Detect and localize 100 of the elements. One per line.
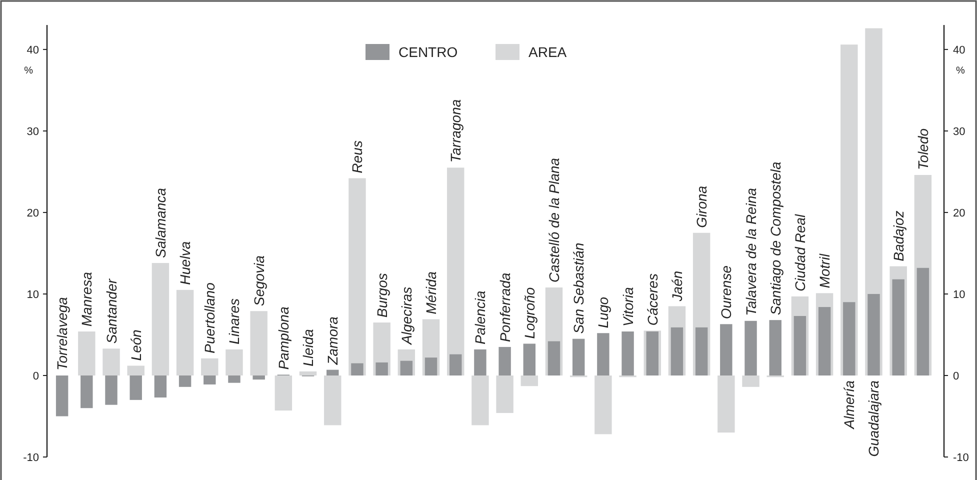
bar	[78, 331, 96, 376]
y-tick-label: 0	[32, 370, 39, 382]
bar	[201, 358, 218, 376]
bar	[449, 354, 462, 376]
y2-tick-label: -10	[953, 452, 969, 464]
bar	[348, 178, 366, 376]
x-tick-label: Reus	[349, 140, 366, 174]
bar	[472, 375, 489, 426]
y2-tick-label: 40	[953, 44, 966, 56]
x-tick-label: Jaén	[668, 270, 685, 302]
bar	[742, 375, 760, 387]
y-tick-label: -10	[23, 452, 39, 464]
x-tick-label: Pamplona	[275, 306, 292, 370]
x-tick-label: Cáceres	[644, 274, 660, 326]
x-tick-label: Torrelavega	[54, 296, 70, 370]
y-tick-label: 30	[26, 126, 39, 138]
bar	[622, 331, 634, 376]
bar	[597, 333, 610, 376]
x-tick-label: Guadalajara	[866, 380, 882, 457]
x-tick-label: San Sebastián	[570, 242, 587, 334]
x-tick-label: Ourense	[718, 265, 734, 320]
bar	[446, 168, 464, 376]
x-tick-label: Ciudad Real	[792, 213, 808, 292]
bar	[695, 327, 708, 376]
bar	[250, 311, 268, 376]
bar	[226, 349, 243, 376]
y2-tick-label: 0	[953, 370, 960, 382]
bar	[474, 349, 486, 376]
bar	[520, 375, 538, 386]
x-tick-label: Mérida	[423, 271, 440, 314]
y2-tick-label: 30	[953, 126, 966, 138]
x-tick-label: Santiago de Compostela	[767, 162, 784, 316]
bar	[228, 375, 240, 383]
x-tick-label: León	[128, 329, 144, 361]
x-tick-label: Lleida	[300, 328, 316, 366]
bar	[868, 294, 880, 376]
bar	[818, 307, 831, 376]
x-tick-label: Logroño	[521, 287, 538, 339]
x-tick-label: Algeciras	[398, 286, 414, 346]
bar	[400, 360, 413, 376]
bar	[127, 366, 144, 376]
y2-tick-label: 10	[953, 288, 966, 301]
x-tick-label: Toledo	[914, 128, 931, 170]
bar	[794, 316, 806, 376]
bar	[326, 370, 339, 376]
x-tick-label: Castelló de la Plana	[546, 158, 562, 282]
bar	[424, 358, 438, 376]
bar	[130, 375, 142, 400]
x-tick-label: Lugo	[595, 296, 612, 328]
bar	[548, 341, 560, 376]
bar	[744, 320, 757, 376]
bar	[376, 362, 388, 376]
x-tick-label: Almería	[841, 380, 858, 430]
x-tick-label: Palencia	[472, 290, 488, 344]
bar	[252, 375, 265, 380]
bar	[916, 268, 930, 376]
x-tick-label: Motril	[816, 253, 833, 288]
bar	[718, 375, 735, 433]
bar	[102, 348, 120, 376]
bar	[720, 324, 732, 376]
x-tick-label: Segovia	[250, 255, 267, 306]
x-tick-label: Manresa	[78, 272, 95, 326]
legend-label: AREA	[528, 44, 568, 60]
y-axis-title: %	[24, 65, 34, 76]
bar	[892, 279, 904, 376]
x-tick-label: Tarragona	[448, 99, 464, 163]
y2-axis-title: %	[956, 65, 965, 76]
bar	[572, 338, 585, 376]
x-tick-label: Talavera de la Reina	[742, 188, 759, 316]
x-tick-label: Huelva	[177, 241, 194, 285]
bar	[152, 263, 170, 376]
x-tick-label: Vitoria	[620, 286, 636, 326]
bar	[498, 346, 511, 376]
y-tick-label: 10	[26, 288, 39, 301]
bar	[154, 375, 167, 398]
x-tick-label: Salamanca	[152, 188, 168, 258]
bar	[80, 375, 93, 408]
x-tick-label: Puertollano	[202, 282, 218, 354]
bar	[56, 375, 68, 416]
y-tick-label: 20	[26, 207, 39, 220]
bar	[594, 375, 612, 434]
bar	[178, 375, 192, 387]
bar	[496, 375, 514, 413]
y2-tick-label: 20	[953, 207, 966, 220]
x-tick-label: Linares	[226, 298, 242, 344]
bar	[523, 344, 536, 376]
x-tick-label: Ponferrada	[496, 272, 513, 342]
y-tick-label: 40	[26, 44, 39, 56]
legend-label: CENTRO	[398, 44, 458, 60]
x-tick-label: Santander	[103, 278, 120, 344]
bar	[105, 375, 118, 405]
bar	[670, 327, 684, 376]
bar	[324, 375, 342, 426]
x-tick-label: Girona	[694, 186, 710, 228]
x-tick-label: Badajoz	[890, 210, 906, 262]
bar	[274, 375, 292, 411]
bar	[204, 375, 216, 384]
bar	[176, 290, 194, 376]
x-tick-label: Zamora	[324, 316, 341, 366]
bar	[299, 371, 317, 376]
